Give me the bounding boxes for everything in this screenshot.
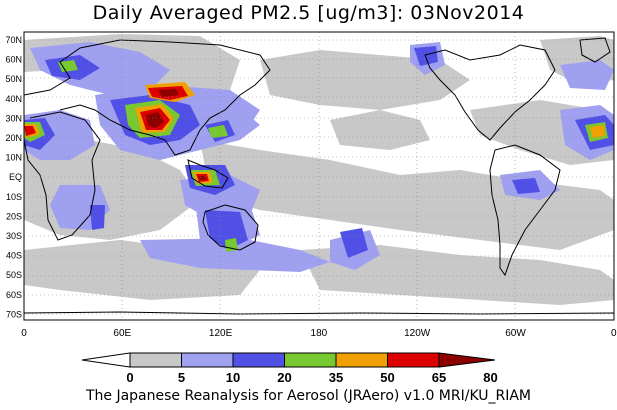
lon-label: 180 xyxy=(311,328,328,339)
colorbar-swatch xyxy=(232,352,285,368)
lon-label: 120W xyxy=(404,328,431,339)
colorbar-swatch xyxy=(181,352,234,368)
colorbar-swatch xyxy=(335,352,388,368)
pm25-field xyxy=(24,34,614,315)
coast-seasia xyxy=(187,159,229,189)
lat-label: 10N xyxy=(5,153,22,163)
lat-label: 40N xyxy=(5,94,22,104)
lat-label: 30S xyxy=(6,231,22,241)
map-border xyxy=(23,31,615,321)
lon-label: 60E xyxy=(113,328,131,339)
lat-label: 30N xyxy=(5,113,22,123)
coast-eurasia xyxy=(24,39,271,156)
colorbar-level-label: 65 xyxy=(432,370,446,385)
colorbar: 0 5 10 20 35 50 65 80 xyxy=(81,352,498,385)
lon-label: 0 xyxy=(611,328,617,339)
coast-south-america xyxy=(489,144,561,277)
colorbar-swatch xyxy=(387,352,440,368)
lat-label: 60N xyxy=(5,55,22,65)
lat-label: 70N xyxy=(5,35,22,45)
coast-australia xyxy=(202,204,259,251)
lat-label: 20S xyxy=(6,211,22,221)
latitude-labels: 70N 60N 50N 40N 30N 20N 10N EQ 10S 20S 30S 40S 50S 60… xyxy=(5,35,22,319)
colorbar-level-label: 5 xyxy=(178,370,185,385)
colorbar-level-label: 50 xyxy=(380,370,394,385)
lon-label: 120E xyxy=(209,328,233,339)
lat-label: 10S xyxy=(6,192,22,202)
lat-label: 70S xyxy=(6,309,22,319)
coast-north-america xyxy=(424,44,556,141)
map-title: Daily Averaged PM2.5 [ug/m3]: 03Nov2014 xyxy=(92,2,525,24)
colorbar-level-label: 20 xyxy=(277,370,291,385)
lat-label: 20N xyxy=(5,133,22,143)
lon-label: 0 xyxy=(21,328,27,339)
colorbar-swatch xyxy=(129,352,182,368)
lat-label: 50S xyxy=(6,270,22,280)
coast-greenland xyxy=(579,37,611,63)
colorbar-level-label: 10 xyxy=(226,370,240,385)
colorbar-level-label: 35 xyxy=(329,370,343,385)
colorbar-arrow-left xyxy=(81,352,131,368)
lat-label: 40S xyxy=(6,251,22,261)
footer-credit: The Japanese Reanalysis for Aerosol (JRA… xyxy=(85,388,532,404)
coast-antarctica xyxy=(24,311,614,315)
colorbar-level-label: 0 xyxy=(126,370,133,385)
lat-label: EQ xyxy=(9,172,22,182)
colorbar-level-label: 80 xyxy=(483,370,497,385)
lat-label: 50N xyxy=(5,74,22,84)
lon-label: 60W xyxy=(505,328,526,339)
colorbar-arrow-right xyxy=(438,352,496,368)
coast-africa xyxy=(24,111,101,241)
longitude-labels: 0 60E 120E 180 120W 60W 0 xyxy=(21,328,617,339)
lat-label: 60S xyxy=(6,290,22,300)
grid-lines xyxy=(24,32,614,320)
colorbar-swatch xyxy=(284,352,337,368)
